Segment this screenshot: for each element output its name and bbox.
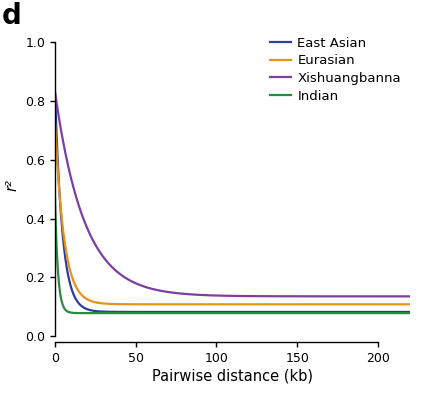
Line: Eurasian: Eurasian	[55, 121, 410, 304]
East Asian	[341, 310, 346, 314]
Line: East Asian: East Asian	[55, 92, 410, 312]
Y-axis label: r²: r²	[5, 179, 20, 191]
Text: d: d	[2, 2, 22, 30]
Eurasian	[204, 302, 209, 307]
Indian	[204, 311, 209, 316]
Line: Xishuangbanna: Xishuangbanna	[55, 92, 410, 296]
Indian	[93, 311, 98, 316]
Eurasian	[363, 302, 368, 307]
Xishuangbanna	[114, 269, 119, 274]
Xishuangbanna	[93, 242, 98, 247]
Indian	[408, 311, 413, 316]
East Asian	[52, 90, 58, 94]
Eurasian	[401, 302, 406, 307]
Xishuangbanna	[189, 292, 194, 297]
Eurasian	[189, 302, 194, 307]
Eurasian	[93, 300, 98, 305]
East Asian	[204, 310, 209, 314]
East Asian	[189, 310, 194, 314]
Eurasian	[52, 119, 58, 124]
East Asian	[408, 310, 413, 314]
Xishuangbanna	[52, 90, 58, 94]
Indian	[166, 311, 171, 316]
East Asian	[363, 310, 368, 314]
Legend: East Asian, Eurasian, Xishuangbanna, Indian: East Asian, Eurasian, Xishuangbanna, Ind…	[267, 34, 404, 105]
Eurasian	[403, 302, 408, 307]
Indian	[363, 311, 368, 316]
Xishuangbanna	[204, 293, 209, 298]
Xishuangbanna	[401, 294, 406, 299]
Indian	[114, 311, 119, 316]
X-axis label: Pairwise distance (kb): Pairwise distance (kb)	[152, 369, 313, 384]
East Asian	[401, 310, 406, 314]
Line: Indian: Indian	[55, 198, 410, 313]
East Asian	[93, 309, 98, 313]
Indian	[52, 196, 58, 200]
Xishuangbanna	[408, 294, 413, 299]
Indian	[189, 311, 194, 316]
Eurasian	[408, 302, 413, 307]
Indian	[401, 311, 406, 316]
Xishuangbanna	[363, 294, 368, 299]
Eurasian	[114, 302, 119, 307]
East Asian	[114, 310, 119, 314]
